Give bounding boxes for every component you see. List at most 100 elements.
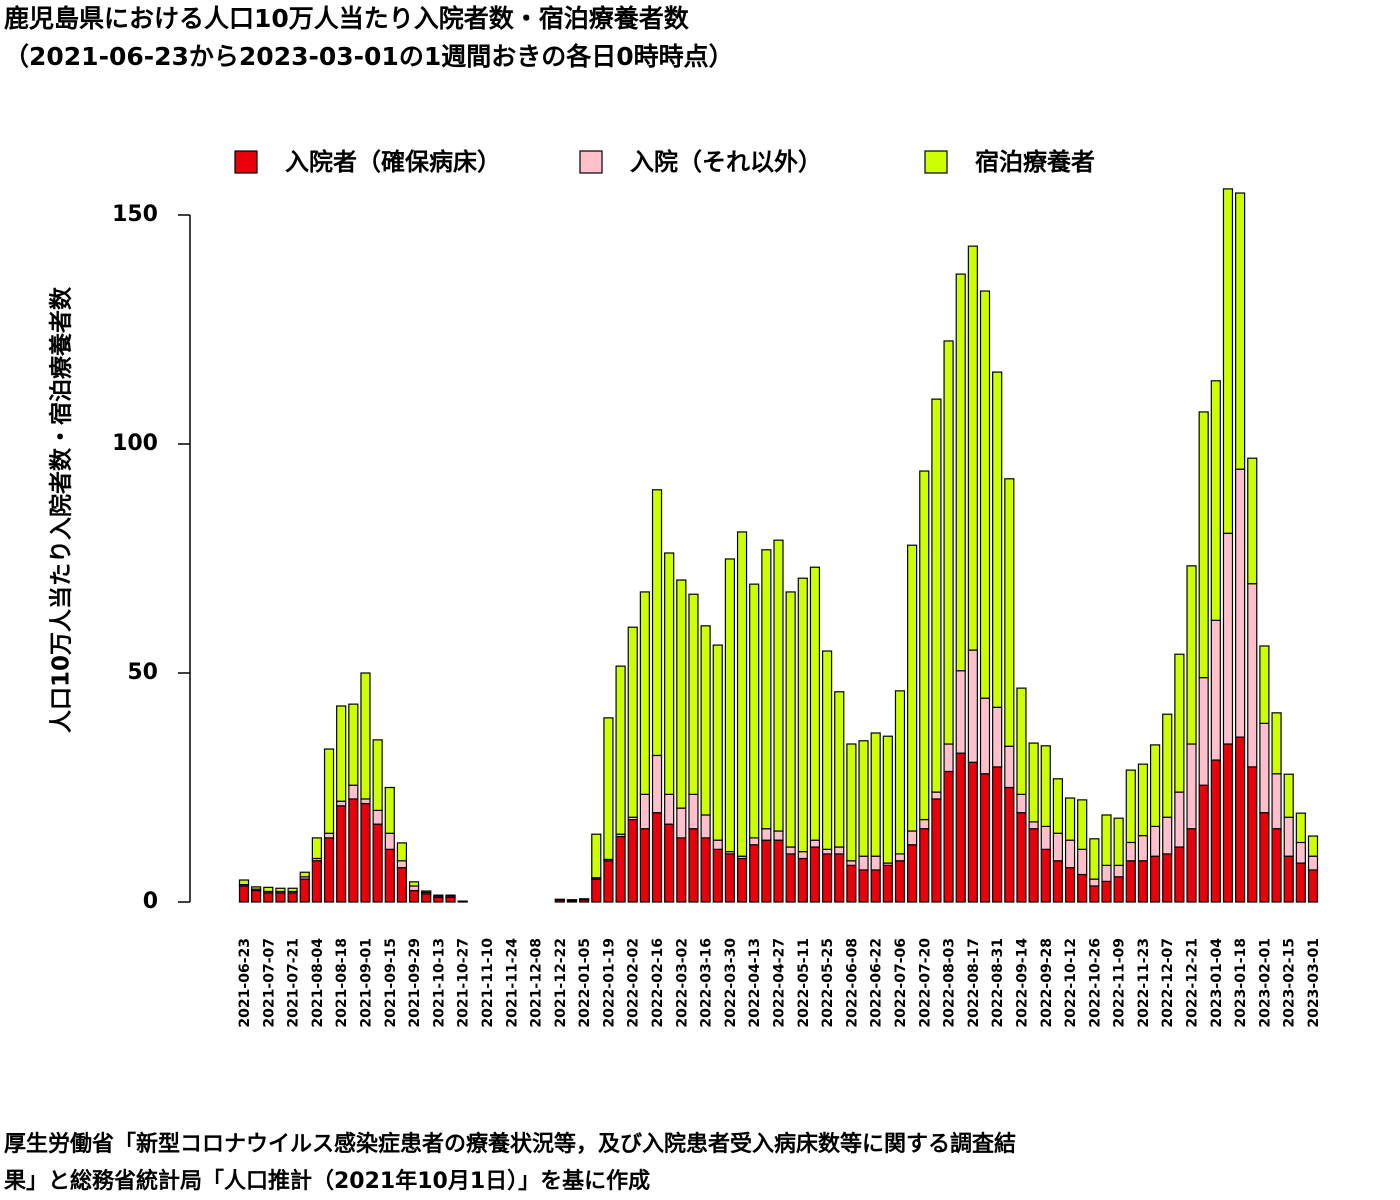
bar-segment [1028,742,1039,823]
bar-segment [384,848,395,903]
bar-segment [651,489,663,757]
x-tick-label: 2022-10-12 [1063,938,1079,1028]
bar-segment [1064,839,1076,869]
bar-segment [676,837,687,903]
bar-segment [785,591,796,848]
legend-swatch [924,150,948,174]
bar-segment [797,851,808,860]
x-tick-label: 2021-06-23 [237,938,253,1028]
x-tick-label: 2022-12-21 [1185,938,1201,1028]
x-tick-label: 2022-11-09 [1112,938,1128,1028]
bar-segment [712,839,723,850]
bar-segment [408,889,420,903]
x-tick-label: 2023-01-04 [1209,938,1225,1028]
bar-segment [821,650,833,850]
bar-segment [870,869,881,903]
bar-segment [1222,532,1234,745]
y-tick-label: 0 [143,889,158,914]
bar-segment [1137,860,1149,903]
x-tick-label: 2021-12-22 [553,938,569,1028]
bar-segment [372,823,383,903]
x-tick-label: 2022-06-22 [869,938,885,1028]
x-tick-label: 2022-01-19 [601,938,617,1028]
bar-segment [773,830,784,841]
bar-segment [238,885,250,903]
bar-segment [736,531,748,857]
x-tick-label: 2022-08-03 [942,938,958,1028]
bar-segment [894,690,906,855]
bar-segment [1174,791,1185,848]
x-tick-label: 2022-08-31 [990,938,1006,1028]
bar-segment [1210,619,1221,761]
bar-segment [299,871,310,878]
y-tick-label: 100 [112,431,158,456]
bar-segment [712,644,723,841]
x-tick-label: 2022-12-07 [1160,938,1176,1028]
bar-segment [1101,864,1112,882]
bar-segment [785,853,796,903]
bar-segment [275,892,286,903]
bar-segment [907,844,918,903]
bar-segment [396,842,408,862]
bar-segment [336,805,347,903]
bar-segment [1162,816,1173,855]
bar-segment [931,791,942,800]
x-tick-label: 2021-11-10 [480,938,496,1028]
bar-segment [1259,645,1270,724]
x-tick-label: 2023-01-18 [1233,938,1249,1028]
bar-segment [700,814,711,839]
bar-segment [323,748,335,834]
bar-segment [1295,841,1306,864]
bar-segment [1259,722,1270,814]
x-tick-label: 2021-09-29 [407,938,423,1028]
x-tick-label: 2022-02-16 [650,938,666,1028]
x-tick-label: 2023-02-15 [1282,938,1298,1028]
bar-segment [664,793,675,825]
x-tick-label: 2022-05-11 [796,938,812,1028]
bar-segment [1052,778,1063,834]
bar-segment [275,887,286,893]
bar-segment [870,732,881,857]
bar-segment [263,886,274,893]
bar-segment [688,793,699,830]
bar-segment [1174,846,1185,903]
x-tick-label: 2022-09-28 [1039,938,1055,1028]
x-tick-label: 2022-08-17 [966,938,982,1028]
x-tick-label: 2022-03-30 [723,938,739,1028]
x-tick-label: 2021-09-01 [358,938,374,1028]
bar-segment [627,626,638,818]
bar-segment [311,837,322,860]
bar-segment [821,848,833,855]
bar-segment [919,818,930,830]
bar-segment [834,691,845,848]
bar-segment [773,539,784,832]
bar-segment [615,665,626,835]
bar-segment [348,703,359,786]
bar-segment [1271,773,1282,830]
x-tick-label: 2022-04-13 [747,938,763,1028]
bar-segment [809,566,821,841]
bar-segment [797,577,808,853]
bar-segment [943,340,954,745]
bar-segment [943,743,954,773]
bar-segment [1101,814,1112,866]
x-tick-label: 2021-07-07 [261,938,277,1028]
bar-segment [433,894,444,897]
bar-segment [955,752,966,903]
x-tick-label: 2021-12-08 [529,938,545,1028]
legend-swatch [579,150,603,174]
x-tick-label: 2023-03-01 [1306,938,1322,1028]
bar-segment [1247,766,1258,903]
bar-segment [664,823,675,903]
bar-segment [967,761,978,903]
bar-segment [1186,565,1197,745]
bar-segment [603,860,614,903]
bar-segment [372,809,383,825]
x-tick-label: 2022-10-26 [1087,938,1103,1028]
x-tick-label: 2022-02-02 [626,938,642,1028]
bar-segment [1186,743,1197,830]
bar-segment [700,625,711,816]
bar-segment [979,697,991,775]
bar-segment [421,893,432,903]
bar-segment [882,864,893,903]
